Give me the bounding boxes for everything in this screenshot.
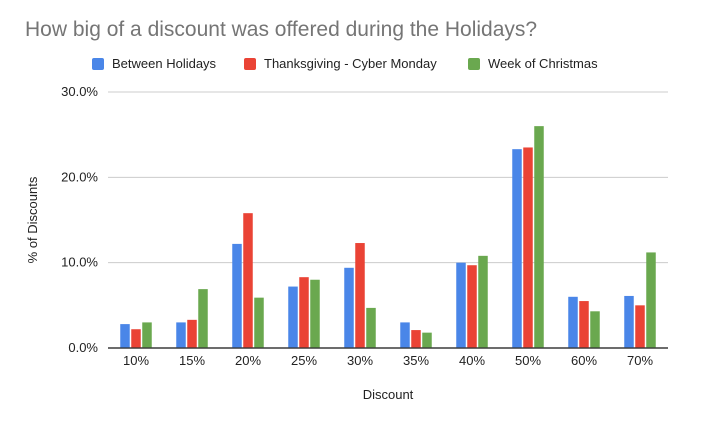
y-tick-label: 10.0% [61, 255, 98, 270]
bar [400, 322, 410, 348]
bar [176, 322, 186, 348]
bar [411, 330, 421, 348]
bar [534, 126, 544, 348]
x-tick-label: 50% [515, 353, 541, 368]
bar [288, 286, 298, 348]
bar [243, 213, 253, 348]
bar [646, 252, 656, 348]
x-tick-label: 70% [627, 353, 653, 368]
x-tick-label: 20% [235, 353, 261, 368]
legend-item: Week of Christmas [468, 56, 598, 71]
y-tick-label: 30.0% [61, 84, 98, 99]
bar [422, 332, 432, 348]
bar [366, 307, 376, 348]
y-tick-label: 20.0% [61, 169, 98, 184]
legend-label: Between Holidays [112, 56, 217, 71]
y-axis-title: % of Discounts [25, 176, 40, 263]
x-tick-label: 15% [179, 353, 205, 368]
legend-item: Between Holidays [92, 56, 216, 71]
bar [624, 295, 634, 348]
legend-label: Week of Christmas [488, 56, 598, 71]
bar [512, 149, 522, 348]
legend-swatch [468, 57, 480, 70]
chart-title: How big of a discount was offered during… [25, 18, 538, 41]
chart-legend: Between Holidays Thanksgiving - Cyber Mon… [0, 56, 702, 74]
bar [568, 296, 578, 348]
legend-swatch [92, 57, 104, 70]
bar [142, 322, 152, 348]
bar [355, 243, 365, 348]
x-tick-label: 10% [123, 353, 149, 368]
bar [120, 324, 130, 348]
x-tick-label: 25% [291, 353, 317, 368]
bar [467, 265, 477, 348]
legend-item: Thanksgiving - Cyber Monday [244, 56, 437, 71]
bar [187, 319, 197, 348]
x-tick-label: 35% [403, 353, 429, 368]
legend-label: Thanksgiving - Cyber Monday [264, 56, 437, 71]
bar [579, 301, 589, 348]
bar [198, 289, 208, 348]
bar [310, 279, 320, 348]
y-tick-label: 0.0% [68, 340, 98, 355]
x-tick-label: 60% [571, 353, 597, 368]
bar [299, 277, 309, 348]
bar [590, 311, 600, 348]
x-axis-title: Discount [363, 387, 414, 402]
bar [232, 243, 242, 348]
bar [478, 255, 488, 348]
bar [456, 262, 466, 348]
bar [344, 267, 354, 348]
x-tick-label: 30% [347, 353, 373, 368]
bar [131, 329, 141, 348]
legend-swatch [244, 57, 256, 70]
bar [635, 305, 645, 348]
bar [254, 297, 264, 348]
x-tick-label: 40% [459, 353, 485, 368]
bar [523, 147, 533, 348]
